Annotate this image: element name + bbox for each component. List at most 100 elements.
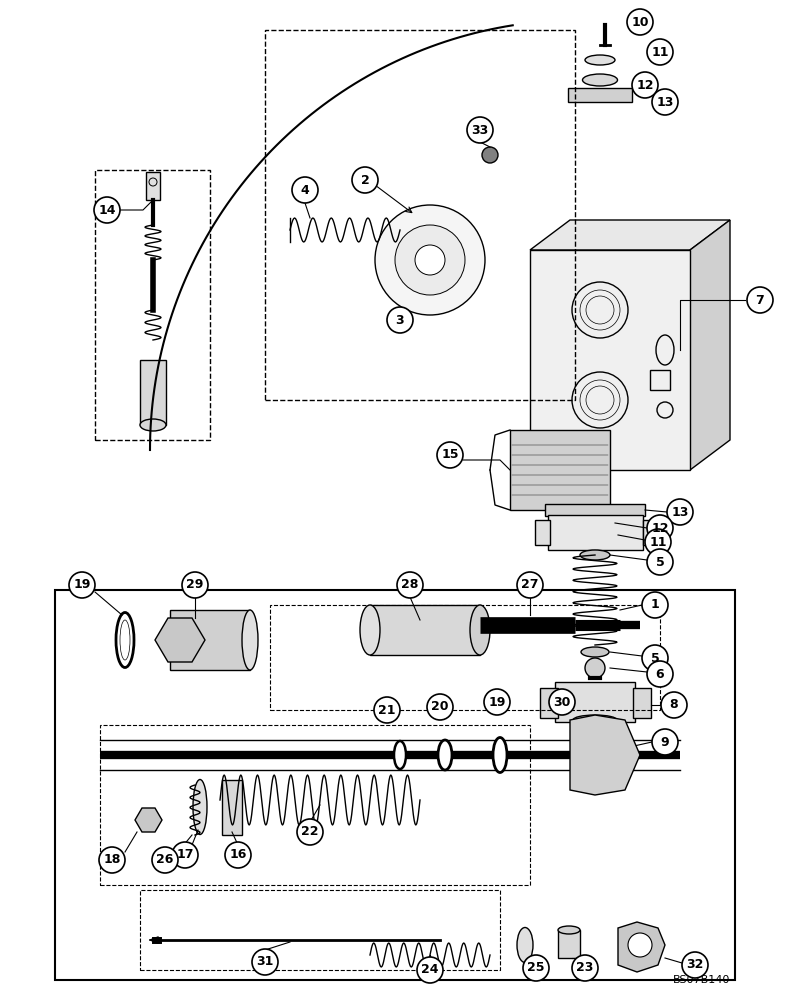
- Bar: [573, 720, 616, 742]
- Ellipse shape: [574, 517, 614, 529]
- Bar: [554, 682, 634, 722]
- Text: 25: 25: [526, 961, 544, 974]
- Text: 17: 17: [176, 848, 194, 861]
- Ellipse shape: [517, 927, 532, 962]
- Bar: [579, 740, 609, 762]
- Bar: [557, 930, 579, 958]
- Circle shape: [584, 658, 604, 678]
- Circle shape: [374, 697, 400, 723]
- Text: 30: 30: [552, 696, 570, 708]
- Text: 19: 19: [73, 578, 91, 591]
- Ellipse shape: [579, 550, 609, 560]
- Ellipse shape: [139, 419, 165, 431]
- Polygon shape: [530, 220, 729, 250]
- Circle shape: [626, 9, 652, 35]
- Circle shape: [182, 572, 208, 598]
- Bar: [95, 170, 210, 440]
- Text: 27: 27: [521, 578, 538, 591]
- Ellipse shape: [581, 74, 616, 86]
- Bar: [539, 688, 557, 718]
- Ellipse shape: [584, 55, 614, 65]
- Bar: [568, 88, 631, 102]
- Text: 22: 22: [301, 825, 319, 838]
- Bar: [264, 30, 574, 400]
- Bar: [633, 688, 650, 718]
- Circle shape: [225, 842, 251, 868]
- Text: 14: 14: [98, 204, 116, 217]
- Circle shape: [660, 692, 686, 718]
- Circle shape: [375, 205, 484, 315]
- Polygon shape: [155, 618, 204, 662]
- Circle shape: [292, 177, 318, 203]
- Circle shape: [627, 933, 651, 957]
- Text: 11: 11: [650, 46, 668, 59]
- Ellipse shape: [572, 530, 616, 540]
- Circle shape: [99, 847, 125, 873]
- Text: 3: 3: [395, 314, 404, 326]
- Text: 24: 24: [421, 963, 438, 976]
- Circle shape: [417, 957, 443, 983]
- Bar: [509, 430, 609, 510]
- Circle shape: [466, 117, 492, 143]
- Text: BS07B140: BS07B140: [672, 975, 729, 985]
- Circle shape: [666, 499, 692, 525]
- Text: 21: 21: [378, 704, 395, 716]
- Circle shape: [571, 955, 597, 981]
- Ellipse shape: [581, 647, 608, 657]
- Bar: [534, 520, 549, 545]
- Circle shape: [69, 572, 95, 598]
- Circle shape: [631, 72, 657, 98]
- Text: 10: 10: [630, 16, 648, 29]
- Text: 2: 2: [360, 174, 369, 187]
- Text: 12: 12: [650, 522, 668, 534]
- Text: 13: 13: [671, 506, 688, 518]
- Circle shape: [646, 39, 672, 65]
- Text: 31: 31: [256, 955, 273, 968]
- Ellipse shape: [573, 715, 616, 725]
- Circle shape: [746, 287, 772, 313]
- Circle shape: [387, 307, 413, 333]
- Text: 4: 4: [300, 184, 309, 197]
- Bar: [370, 605, 479, 655]
- Ellipse shape: [437, 740, 452, 770]
- Circle shape: [651, 729, 677, 755]
- Circle shape: [522, 955, 548, 981]
- Bar: [146, 172, 160, 200]
- Text: 16: 16: [229, 848, 247, 861]
- Polygon shape: [569, 715, 639, 795]
- Circle shape: [152, 847, 178, 873]
- Circle shape: [483, 689, 509, 715]
- Circle shape: [646, 661, 672, 687]
- Bar: [169, 610, 250, 670]
- Text: 18: 18: [103, 853, 121, 866]
- Ellipse shape: [359, 605, 380, 655]
- Text: 28: 28: [401, 578, 418, 591]
- Ellipse shape: [116, 612, 134, 668]
- Circle shape: [482, 147, 497, 163]
- Text: 32: 32: [685, 958, 703, 971]
- Text: 19: 19: [487, 696, 505, 708]
- Polygon shape: [617, 922, 664, 972]
- Circle shape: [642, 592, 667, 618]
- Bar: [530, 250, 689, 470]
- Circle shape: [297, 819, 323, 845]
- Bar: [547, 515, 642, 550]
- Ellipse shape: [492, 737, 506, 772]
- Text: 5: 5: [650, 652, 659, 664]
- Circle shape: [436, 442, 462, 468]
- Text: 6: 6: [654, 668, 663, 680]
- Text: 23: 23: [576, 961, 593, 974]
- Circle shape: [548, 689, 574, 715]
- Bar: [649, 370, 669, 390]
- Text: 11: 11: [649, 536, 666, 548]
- Ellipse shape: [557, 926, 579, 934]
- Ellipse shape: [120, 620, 130, 660]
- Circle shape: [172, 842, 198, 868]
- Ellipse shape: [579, 758, 609, 766]
- Text: 20: 20: [431, 700, 448, 713]
- Text: 29: 29: [186, 578, 204, 591]
- Text: 12: 12: [636, 79, 653, 92]
- Polygon shape: [135, 808, 162, 832]
- Text: 5: 5: [654, 556, 663, 568]
- Circle shape: [94, 197, 120, 223]
